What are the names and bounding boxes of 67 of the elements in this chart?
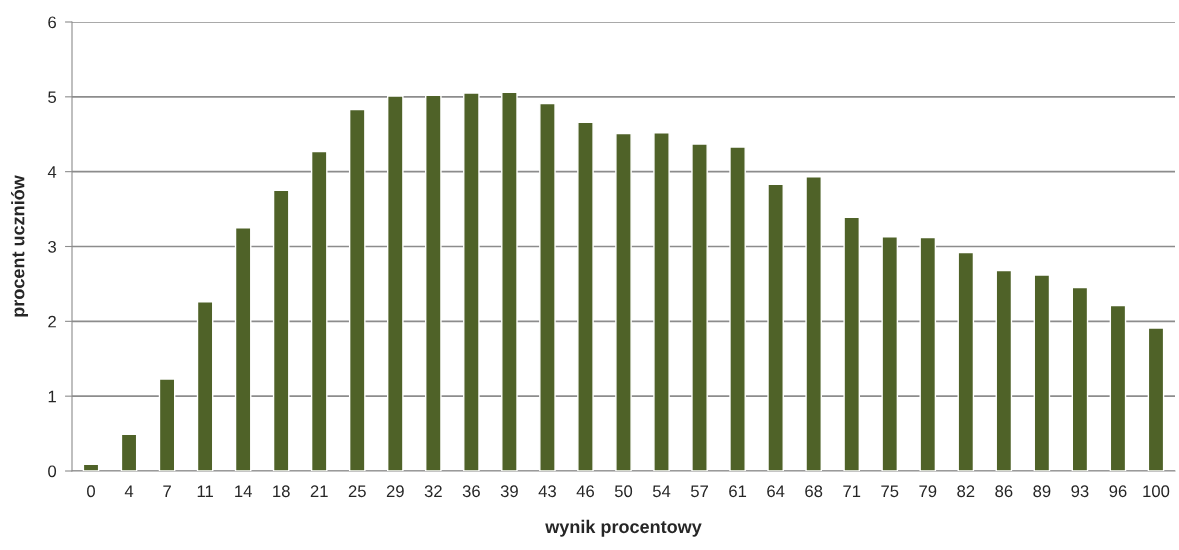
x-tick-label: 57	[690, 485, 708, 498]
y-tick-label: 1	[48, 390, 56, 403]
bar	[82, 463, 100, 471]
bar	[805, 176, 822, 471]
bar	[501, 91, 518, 471]
bar	[463, 92, 480, 471]
x-tick-label: 25	[348, 485, 366, 498]
x-tick-label: 4	[124, 485, 134, 497]
x-tick-label: 32	[424, 485, 442, 498]
x-tick-label: 29	[386, 485, 404, 498]
bar	[767, 183, 784, 471]
x-tick-label: 43	[538, 485, 556, 498]
y-tick-label: 3	[48, 240, 56, 253]
x-tick-label: 14	[235, 485, 252, 497]
x-tick-label: 18	[273, 485, 290, 498]
y-tick-label: 6	[48, 16, 56, 29]
x-tick-label: 89	[1033, 485, 1051, 498]
bar	[310, 150, 328, 471]
bar	[729, 146, 746, 471]
x-tick-label: 7	[163, 485, 171, 497]
bar	[1033, 274, 1051, 471]
y-tick-label: 4	[47, 166, 57, 178]
x-tick-label: 68	[805, 485, 823, 498]
bar	[539, 102, 556, 471]
bar	[1147, 327, 1165, 471]
x-tick-label: 71	[843, 485, 861, 497]
bar	[348, 108, 366, 471]
bar	[386, 95, 404, 471]
bar	[120, 433, 138, 471]
bar	[158, 378, 176, 471]
bar	[995, 269, 1013, 471]
y-axis-title: procent uczniów	[11, 175, 29, 317]
x-tick-label: 0	[87, 485, 95, 498]
x-tick-label: 21	[310, 485, 328, 497]
x-tick-label: 61	[729, 485, 747, 498]
x-tick-label: 54	[652, 485, 671, 498]
x-tick-label: 50	[614, 485, 633, 498]
x-axis-title: wynik procentowy	[545, 519, 702, 537]
bar	[881, 236, 899, 471]
bar	[615, 132, 632, 471]
bar	[425, 94, 442, 471]
x-tick-label: 82	[957, 485, 975, 498]
y-tick-label: 5	[48, 91, 57, 104]
y-tick-label: 2	[48, 315, 56, 328]
x-tick-label: 79	[919, 485, 937, 498]
x-tick-label: 39	[500, 485, 518, 498]
bar	[957, 251, 975, 471]
x-tick-label: 11	[197, 485, 213, 497]
bar	[653, 132, 670, 471]
x-tick-label: 75	[881, 485, 899, 498]
x-tick-label: 93	[1071, 485, 1089, 498]
bar	[196, 301, 214, 471]
x-tick-label: 46	[576, 485, 594, 498]
bar	[1071, 286, 1089, 471]
x-tick-label: 96	[1109, 485, 1127, 498]
bar	[272, 189, 290, 471]
bar	[577, 121, 594, 471]
y-tick-label: 0	[48, 465, 57, 478]
x-tick-label: 100	[1143, 485, 1170, 498]
x-tick-label: 64	[767, 485, 785, 498]
bar	[691, 143, 708, 471]
bar	[919, 236, 937, 471]
x-tick-label: 86	[995, 485, 1013, 498]
bar	[843, 216, 861, 471]
x-tick-label: 36	[462, 485, 480, 498]
bar	[234, 227, 252, 471]
bar	[1109, 304, 1127, 471]
